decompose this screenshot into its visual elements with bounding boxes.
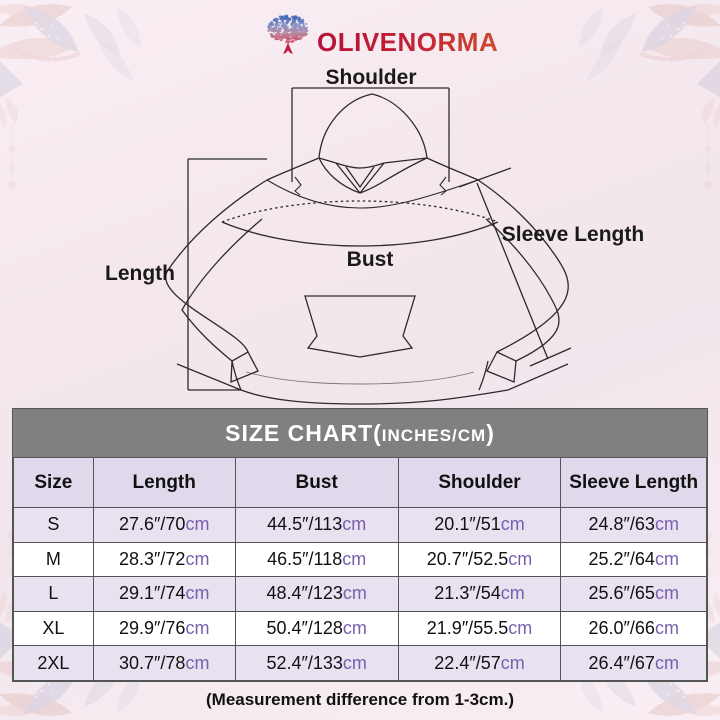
svg-text:Sleeve Length: Sleeve Length	[502, 223, 644, 246]
svg-text:Length: Length	[105, 262, 175, 285]
svg-text:Bust: Bust	[347, 248, 394, 271]
svg-text:Shoulder: Shoulder	[325, 66, 416, 89]
